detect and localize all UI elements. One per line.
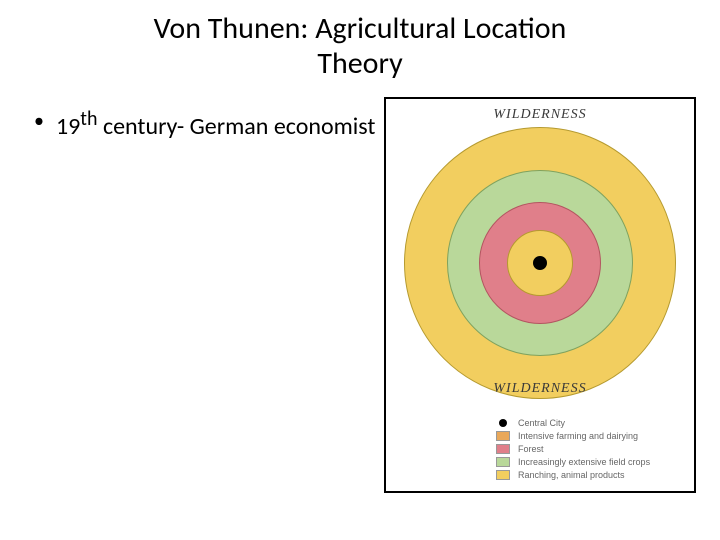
- legend-row: Forest: [496, 444, 650, 454]
- bullet-rest: century- German economist: [98, 112, 376, 141]
- legend-label: Increasingly extensive field crops: [518, 457, 650, 467]
- von-thunen-diagram: WILDERNESS WILDERNESS Central City Intens…: [384, 97, 696, 493]
- legend-row: Central City: [496, 418, 650, 428]
- legend-row: Intensive farming and dairying: [496, 431, 650, 441]
- bullet-prefix: 19: [56, 112, 80, 141]
- content-area: • 19th century- German economist WILDERN…: [0, 81, 720, 493]
- bullet-dot-icon: •: [34, 107, 44, 135]
- title-line-2: Theory: [317, 45, 402, 82]
- title-line-1: Von Thunen: Agricultural Location: [154, 10, 567, 47]
- ring-city: [533, 256, 547, 270]
- legend-swatch: [496, 470, 510, 480]
- page-title: Von Thunen: Agricultural Location Theory: [0, 0, 720, 81]
- legend-row: Increasingly extensive field crops: [496, 457, 650, 467]
- concentric-rings: [404, 127, 676, 399]
- bullet-item: • 19th century- German economist: [34, 107, 384, 142]
- legend-row: Ranching, animal products: [496, 470, 650, 480]
- bullet-text: 19th century- German economist: [56, 107, 376, 142]
- legend-label: Forest: [518, 444, 544, 454]
- legend-swatch: [496, 457, 510, 467]
- legend-label: Ranching, animal products: [518, 470, 625, 480]
- wilderness-label-top: WILDERNESS: [493, 107, 586, 123]
- legend: Central City Intensive farming and dairyi…: [496, 418, 650, 483]
- legend-swatch: [496, 444, 510, 454]
- bullet-list: • 19th century- German economist: [34, 97, 384, 493]
- legend-swatch-circle: [499, 419, 507, 427]
- legend-label: Central City: [518, 418, 565, 428]
- wilderness-label-bottom: WILDERNESS: [493, 381, 586, 397]
- legend-swatch: [496, 431, 510, 441]
- legend-label: Intensive farming and dairying: [518, 431, 638, 441]
- bullet-superscript: th: [80, 107, 97, 131]
